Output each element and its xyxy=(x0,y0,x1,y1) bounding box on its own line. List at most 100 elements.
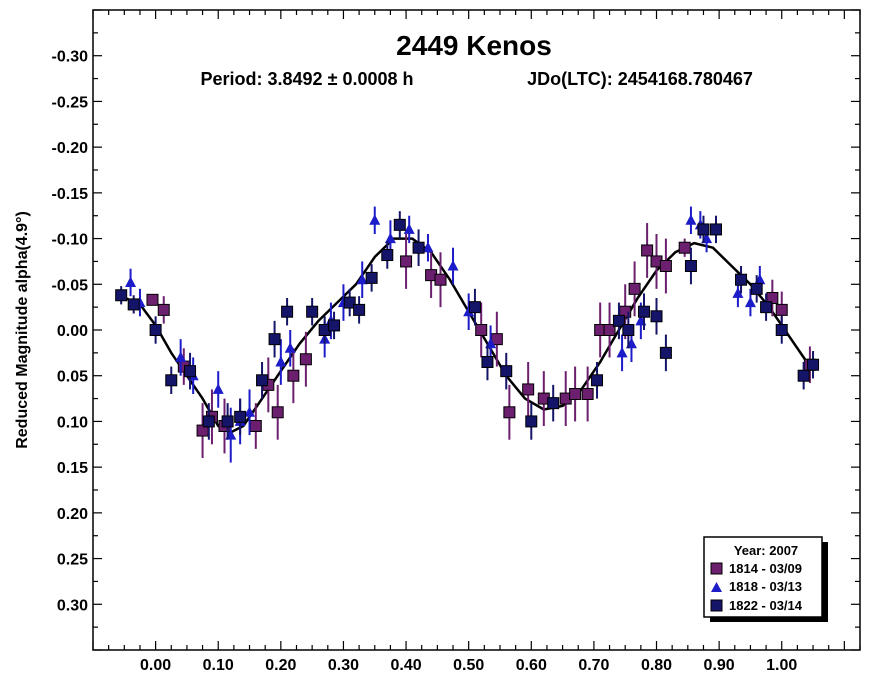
chart-title: 2449 Kenos xyxy=(396,30,552,61)
legend: Year: 2007 1814 - 03/09 1818 - 03/13 182… xyxy=(703,536,828,622)
point-1822-13 xyxy=(328,319,341,332)
point-1818-28 xyxy=(744,296,756,308)
point-1822-17 xyxy=(381,249,394,262)
point-1814-16 xyxy=(503,406,516,419)
point-1822-15 xyxy=(353,303,366,316)
y-tick-label: 0.00 xyxy=(57,323,88,340)
x-tick-label: 0.10 xyxy=(203,657,234,674)
point-1822-36 xyxy=(760,301,773,314)
x-tick-label: 0.20 xyxy=(265,657,296,674)
point-1822-5 xyxy=(202,415,215,428)
point-1818-7 xyxy=(244,406,256,417)
x-tick-label: 0.40 xyxy=(390,657,421,674)
point-1814-21 xyxy=(581,388,594,400)
point-1822-20 xyxy=(468,301,481,314)
point-1818-19 xyxy=(463,305,475,317)
point-1822-26 xyxy=(612,314,625,327)
point-1814-13 xyxy=(434,273,447,286)
y-tick-label: 0.10 xyxy=(57,414,88,431)
y-tick-label: -0.30 xyxy=(52,49,89,66)
point-1818-4 xyxy=(212,383,224,394)
point-1822-4 xyxy=(184,365,197,378)
point-1818-13 xyxy=(356,273,368,285)
point-1818-27 xyxy=(732,287,744,298)
point-1814-1 xyxy=(157,303,170,316)
y-tick-label: 0.15 xyxy=(57,460,88,477)
period-label: Period: 3.8492 ± 0.0008 h xyxy=(201,69,414,89)
point-1822-10 xyxy=(281,305,294,318)
x-tick-label: 1.00 xyxy=(766,657,797,674)
y-tick-label: 0.05 xyxy=(57,369,88,386)
point-1818-24 xyxy=(685,214,697,225)
point-1822-14 xyxy=(343,296,356,309)
legend-entry-1814: 1814 - 03/09 xyxy=(729,561,802,576)
point-1822-7 xyxy=(234,410,247,423)
x-tick-label: 0.30 xyxy=(328,657,359,674)
point-1818-21 xyxy=(616,346,628,358)
x-tick-label: 0.90 xyxy=(704,657,735,674)
point-1822-37 xyxy=(775,324,788,336)
y-tick-label: 0.25 xyxy=(57,552,88,569)
point-1814-17 xyxy=(522,383,535,396)
point-1818-2 xyxy=(175,351,187,362)
legend-entry-1822: 1822 - 03/14 xyxy=(729,598,803,613)
point-1822-6 xyxy=(221,415,234,428)
legend-title: Year: 2007 xyxy=(734,543,798,558)
y-tick-label: -0.20 xyxy=(52,140,89,157)
point-1818-0 xyxy=(125,276,137,287)
y-axis-label: Reduced Magnitude alpha(4.9°) xyxy=(14,211,31,449)
point-1818-17 xyxy=(422,241,434,253)
point-1822-24 xyxy=(547,397,560,410)
point-1822-18 xyxy=(393,218,406,231)
point-1822-23 xyxy=(525,415,538,428)
point-1814-25 xyxy=(628,282,641,295)
point-1814-6 xyxy=(249,420,262,432)
x-tick-label: 0.60 xyxy=(516,657,547,674)
y-tick-label: -0.10 xyxy=(52,232,89,249)
point-1818-15 xyxy=(384,232,396,244)
point-1822-16 xyxy=(365,271,378,284)
point-1822-9 xyxy=(268,333,281,346)
point-1822-22 xyxy=(500,365,513,378)
point-1822-32 xyxy=(697,223,710,236)
point-1814-31 xyxy=(775,303,788,316)
point-1822-11 xyxy=(306,305,319,318)
y-tick-label: -0.25 xyxy=(52,94,89,111)
point-1818-16 xyxy=(403,223,415,234)
point-1814-0 xyxy=(146,293,159,306)
legend-box xyxy=(703,536,823,618)
point-1814-26 xyxy=(641,244,654,257)
point-1818-14 xyxy=(369,214,381,225)
point-1822-2 xyxy=(149,324,162,336)
point-1814-20 xyxy=(569,388,582,400)
point-1822-1 xyxy=(127,298,140,311)
point-1814-29 xyxy=(678,241,691,254)
x-tick-label: 0.50 xyxy=(453,657,484,674)
legend-entry-1818: 1818 - 03/13 xyxy=(729,579,802,594)
point-1822-28 xyxy=(637,305,650,318)
y-tick-label: -0.05 xyxy=(52,277,89,294)
point-1822-19 xyxy=(412,241,425,254)
point-1814-28 xyxy=(659,260,672,272)
point-1814-14 xyxy=(475,324,488,336)
point-1822-21 xyxy=(481,356,494,368)
point-1814-23 xyxy=(603,324,616,336)
point-1822-25 xyxy=(591,374,604,387)
y-tick-label: -0.15 xyxy=(52,186,89,203)
point-1822-3 xyxy=(165,374,178,387)
epoch-label: JDo(LTC): 2454168.780467 xyxy=(527,69,753,89)
point-1818-18 xyxy=(447,260,459,271)
x-tick-label: 0.70 xyxy=(578,657,609,674)
point-1822-29 xyxy=(650,310,663,323)
x-tick-label: 0.00 xyxy=(140,657,171,674)
point-1822-39 xyxy=(807,358,820,371)
point-1822-38 xyxy=(797,369,810,382)
y-tick-label: 0.30 xyxy=(57,597,88,614)
point-1814-9 xyxy=(287,369,300,382)
legend-marker-1814 xyxy=(710,562,723,575)
point-1822-31 xyxy=(684,260,697,272)
point-1818-9 xyxy=(284,342,296,353)
point-1822-34 xyxy=(735,273,748,286)
legend-marker-1822 xyxy=(710,599,723,612)
point-1822-0 xyxy=(115,289,128,302)
